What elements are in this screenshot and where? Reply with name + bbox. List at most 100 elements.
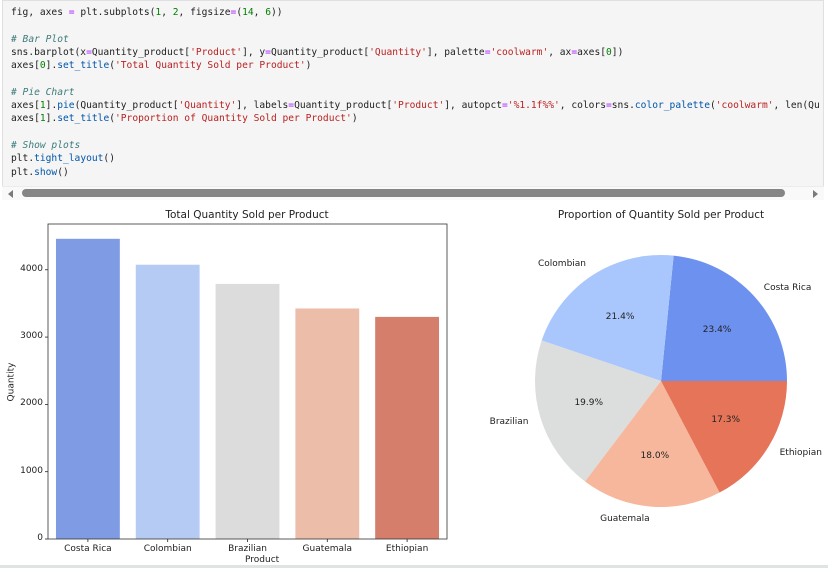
code-token: fig, axes: [11, 7, 69, 18]
code-token: , len(Quantity_product: [773, 100, 819, 112]
code-token: )): [271, 7, 283, 18]
x-tick-label: Costa Rica: [64, 544, 112, 554]
scrollbar-thumb[interactable]: [22, 189, 785, 197]
bottom-divider: [0, 565, 828, 568]
code-token: axes[: [11, 60, 40, 72]
code-token: 'Quantity': [369, 46, 427, 58]
code-token: (: [109, 60, 115, 72]
code-token: 'coolwarm': [490, 46, 549, 58]
y-tick-label: 2000: [20, 398, 43, 409]
code-token: (): [57, 166, 69, 178]
code-token: , colors: [559, 100, 606, 112]
code-line[interactable]: axes[1].set_title('Proportion of Quantit…: [11, 112, 819, 125]
pie-category-label: Brazilian: [489, 416, 529, 427]
code-token: =: [230, 7, 237, 18]
y-tick-label: 0: [37, 533, 43, 543]
code-token: axes[: [577, 46, 607, 58]
y-tick-label: 1000: [20, 465, 43, 476]
bar: [375, 316, 440, 539]
code-token: ].: [45, 100, 58, 112]
code-token: , figsize: [178, 7, 231, 18]
axes-frame: [47, 223, 448, 540]
code-line[interactable]: plt.tight_layout(): [11, 152, 819, 165]
code-token: =: [484, 46, 491, 58]
pie-chart: [535, 255, 787, 508]
bar: [55, 238, 120, 540]
code-token: =: [265, 46, 271, 58]
bar: [295, 308, 360, 539]
code-token: Quantity_product[: [294, 100, 393, 112]
pie-slice: [585, 381, 720, 508]
code-token: 'Total Quantity Sold per Product': [115, 60, 306, 72]
code-line[interactable]: # Bar Plot: [11, 33, 819, 46]
bar: [215, 283, 280, 539]
pie-percent-label: 23.4%: [702, 325, 732, 336]
code-token: sns.: [611, 100, 635, 112]
code-token: (: [709, 100, 716, 112]
code-token: '%1.1f%%': [507, 100, 560, 112]
code-line[interactable]: [11, 19, 819, 32]
code-token: =: [502, 100, 508, 112]
code-token: 1: [39, 100, 46, 112]
code-token: 0: [606, 46, 612, 58]
code-token: Quantity_product[: [270, 46, 370, 58]
horizontal-scrollbar[interactable]: [2, 186, 824, 200]
code-token: 6: [265, 7, 271, 18]
code-line[interactable]: axes[0].set_title('Total Quantity Sold p…: [11, 59, 819, 72]
pie-slice: [661, 381, 787, 493]
x-tick-label: Guatemala: [302, 544, 353, 554]
code-line[interactable]: sns.barplot(x=Quantity_product['Product'…: [11, 46, 819, 59]
bar-chart: [45, 223, 448, 542]
code-token: # Bar Plot: [11, 33, 69, 45]
code-editor[interactable]: fig, axes = plt.subplots(1, 2, figsize=(…: [11, 6, 819, 179]
code-line[interactable]: [11, 72, 819, 85]
pie-category-label: Guatemala: [600, 514, 650, 525]
code-token: tight_layout: [34, 153, 104, 165]
pie-category-label: Ethiopian: [779, 447, 822, 458]
code-token: 'Proportion of Quantity Sold per Product…: [115, 113, 352, 125]
code-line[interactable]: # Pie Chart: [11, 86, 819, 99]
scroll-right-arrow-icon[interactable]: [813, 190, 818, 198]
code-line[interactable]: # Show plots: [11, 139, 819, 152]
code-token: =: [68, 7, 75, 18]
code-line[interactable]: [11, 126, 819, 139]
x-tick-label: Colombian: [143, 544, 192, 554]
code-token: ], labels: [236, 100, 289, 112]
code-line[interactable]: fig, axes = plt.subplots(1, 2, figsize=(…: [11, 6, 819, 19]
code-token: 2: [172, 7, 179, 18]
code-token: plt.: [11, 166, 35, 178]
code-token: ], palette: [426, 46, 485, 58]
code-token: Quantity_product[: [91, 46, 191, 58]
code-token: , ax: [548, 46, 572, 58]
code-token: axes[: [11, 100, 40, 112]
code-token: 0: [39, 60, 46, 72]
bar-x-axis-label: Product: [245, 555, 280, 565]
code-token: pie: [57, 100, 75, 112]
code-token: set_title: [57, 60, 110, 72]
code-token: =: [288, 100, 295, 112]
y-tick-label: 4000: [20, 263, 43, 274]
pie-slice: [541, 255, 674, 381]
code-token: ,: [253, 7, 266, 18]
code-token: (Quantity_product[: [74, 100, 179, 112]
scroll-left-arrow-icon[interactable]: [8, 190, 13, 198]
code-line[interactable]: plt.show(): [11, 166, 819, 179]
code-token: # Show plots: [11, 139, 81, 151]
pie-percent-label: 21.4%: [605, 312, 635, 323]
code-token: ], y: [242, 46, 266, 58]
pie-category-label: Costa Rica: [763, 283, 812, 294]
pie-slice: [661, 255, 787, 381]
code-line[interactable]: axes[1].pie(Quantity_product['Quantity']…: [11, 99, 819, 112]
code-token: ): [305, 60, 312, 72]
code-token: show: [34, 166, 58, 178]
pie-slice: [535, 340, 661, 482]
code-cell[interactable]: fig, axes = plt.subplots(1, 2, figsize=(…: [2, 0, 824, 200]
code-token: plt.: [11, 153, 35, 165]
pie-percent-label: 19.9%: [574, 398, 604, 409]
pie-percent-label: 17.3%: [711, 415, 740, 426]
x-tick-label: Ethiopian: [385, 544, 429, 554]
code-token: =: [571, 46, 578, 58]
code-token: =: [86, 46, 92, 58]
y-tick-label: 3000: [20, 331, 43, 342]
code-token: 'Quantity': [178, 100, 237, 112]
